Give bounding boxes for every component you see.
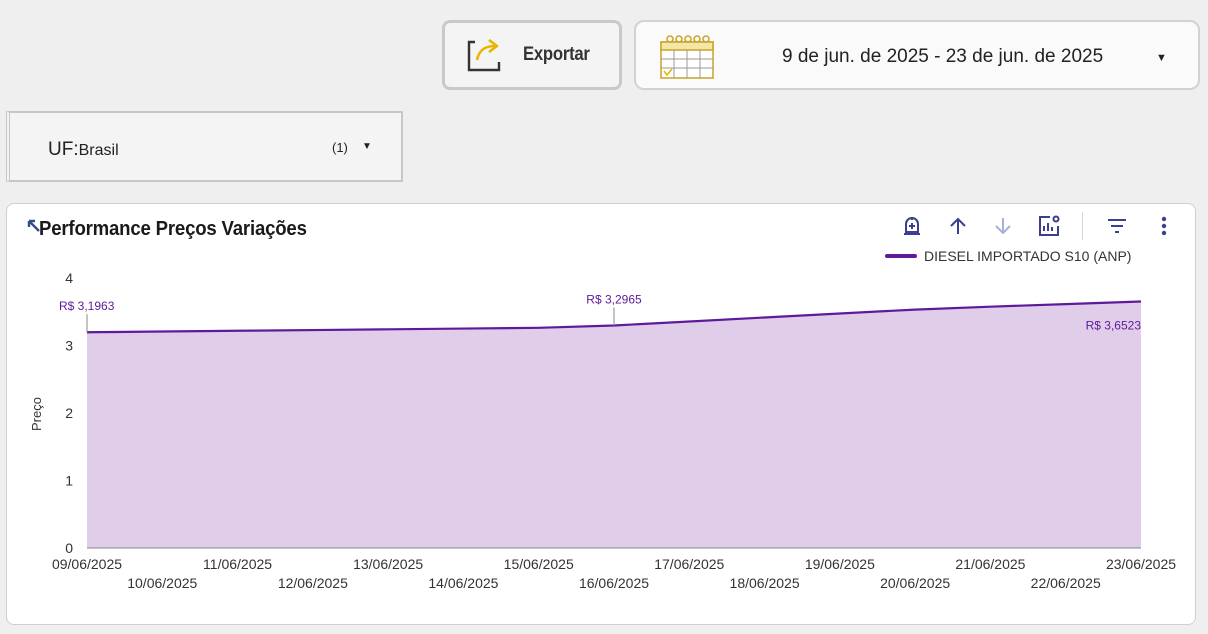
- data-label: R$ 3,6523: [1086, 318, 1142, 332]
- more-options-icon[interactable]: [1152, 214, 1176, 238]
- date-range-picker[interactable]: 9 de jun. de 2025 - 23 de jun. de 2025 ▼: [634, 20, 1200, 90]
- calendar-icon: [660, 35, 714, 79]
- x-tick-label: 19/06/2025: [805, 556, 875, 572]
- uf-value-text: Brasil: [78, 142, 119, 159]
- y-tick-label: 3: [65, 338, 73, 354]
- chart-title: Performance Preços Variações: [39, 218, 307, 240]
- x-tick-label: 15/06/2025: [504, 556, 574, 572]
- y-tick-label: 4: [65, 270, 73, 286]
- sort-descending-icon[interactable]: [991, 214, 1015, 238]
- x-tick-label: 14/06/2025: [428, 575, 498, 591]
- uf-filter-label: UF:Brasil: [48, 139, 119, 160]
- legend-label: DIESEL IMPORTADO S10 (ANP): [924, 248, 1132, 264]
- x-tick-label: 23/06/2025: [1106, 556, 1176, 572]
- x-tick-label: 22/06/2025: [1031, 575, 1101, 591]
- filter-icon[interactable]: [1105, 214, 1129, 238]
- drill-up-icon[interactable]: [900, 214, 924, 238]
- chart-settings-icon[interactable]: [1037, 214, 1061, 238]
- x-tick-label: 09/06/2025: [52, 556, 122, 572]
- date-range-text: 9 de jun. de 2025 - 23 de jun. de 2025: [782, 46, 1104, 67]
- y-tick-label: 1: [65, 473, 73, 489]
- data-label: R$ 3,1963: [59, 299, 115, 313]
- toolbar-divider: [1082, 212, 1083, 240]
- chart-legend[interactable]: DIESEL IMPORTADO S10 (ANP): [885, 247, 1131, 265]
- y-axis-label: Preço: [29, 397, 44, 431]
- sort-ascending-icon[interactable]: [946, 214, 970, 238]
- chevron-down-icon: ▼: [362, 141, 372, 152]
- export-label: Exportar: [523, 44, 590, 65]
- drill-back-icon[interactable]: [27, 218, 43, 234]
- y-tick-label: 0: [65, 540, 73, 556]
- x-tick-label: 21/06/2025: [955, 556, 1025, 572]
- x-tick-label: 20/06/2025: [880, 575, 950, 591]
- x-tick-label: 10/06/2025: [127, 575, 197, 591]
- x-tick-label: 13/06/2025: [353, 556, 423, 572]
- legend-swatch: [885, 254, 917, 258]
- uf-filter-dropdown[interactable]: UF:Brasil (1) ▼: [6, 111, 403, 182]
- data-label: R$ 3,2965: [586, 292, 642, 306]
- uf-selected-count: (1): [332, 140, 348, 155]
- area-chart: 0 1 2 3 4 Preço 09/06/2025 10/06/2025 11/06/2025…: [29, 270, 1176, 591]
- export-icon: [467, 38, 501, 72]
- chart-card: Performance Preços Variações DIESEL IMPO…: [6, 203, 1196, 625]
- x-tick-label: 18/06/2025: [730, 575, 800, 591]
- series-area: [87, 301, 1141, 548]
- x-tick-label: 16/06/2025: [579, 575, 649, 591]
- uf-key-text: UF: [48, 139, 74, 160]
- x-tick-label: 11/06/2025: [203, 556, 272, 572]
- chevron-down-icon: ▼: [1156, 52, 1167, 64]
- y-tick-label: 2: [65, 405, 73, 421]
- export-button[interactable]: Exportar: [442, 20, 622, 90]
- x-tick-label: 12/06/2025: [278, 575, 348, 591]
- x-tick-label: 17/06/2025: [654, 556, 724, 572]
